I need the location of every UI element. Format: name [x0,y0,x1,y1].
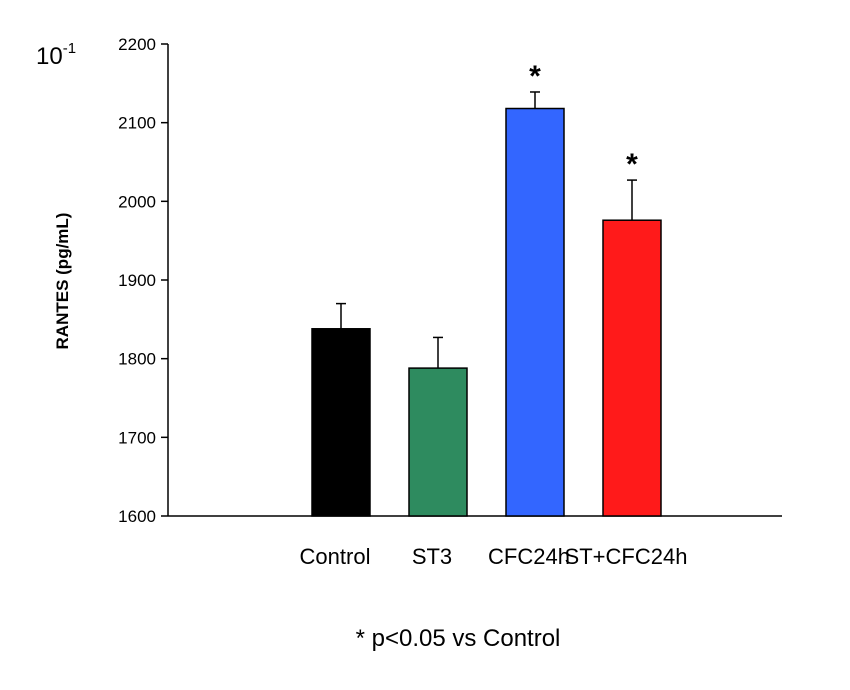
y-tick-label: 1800 [118,350,156,369]
x-category-label: ST3 [412,544,452,569]
axes-group [167,44,782,517]
bar [505,107,565,517]
y-tick-label: 2000 [118,192,156,211]
bar [408,367,468,517]
scale-exponent: -1 [63,40,76,57]
bar [602,219,662,517]
y-tick-label: 2100 [118,114,156,133]
x-category-label: Control [300,544,371,569]
scale-multiplier: 10-1 [36,40,76,70]
bars-group: ** [311,60,662,517]
y-tick-label: 1600 [118,507,156,526]
significance-marker: * [529,60,541,93]
scale-base: 10 [36,43,63,70]
y-tick-label: 1900 [118,271,156,290]
x-category-label: CFC24h [488,544,570,569]
significance-marker: * [626,148,638,181]
x-category-label: ST+CFC24h [565,544,688,569]
significance-footnote: * p<0.05 vs Control [356,625,561,652]
y-tick-label: 1700 [118,428,156,447]
y-axis-title: RANTES (pg/mL) [53,213,72,350]
bar [311,328,371,517]
y-ticks-group: 1600 1700 1800 1900 2000 2100 2200 [118,35,168,526]
y-tick-label: 2200 [118,35,156,54]
